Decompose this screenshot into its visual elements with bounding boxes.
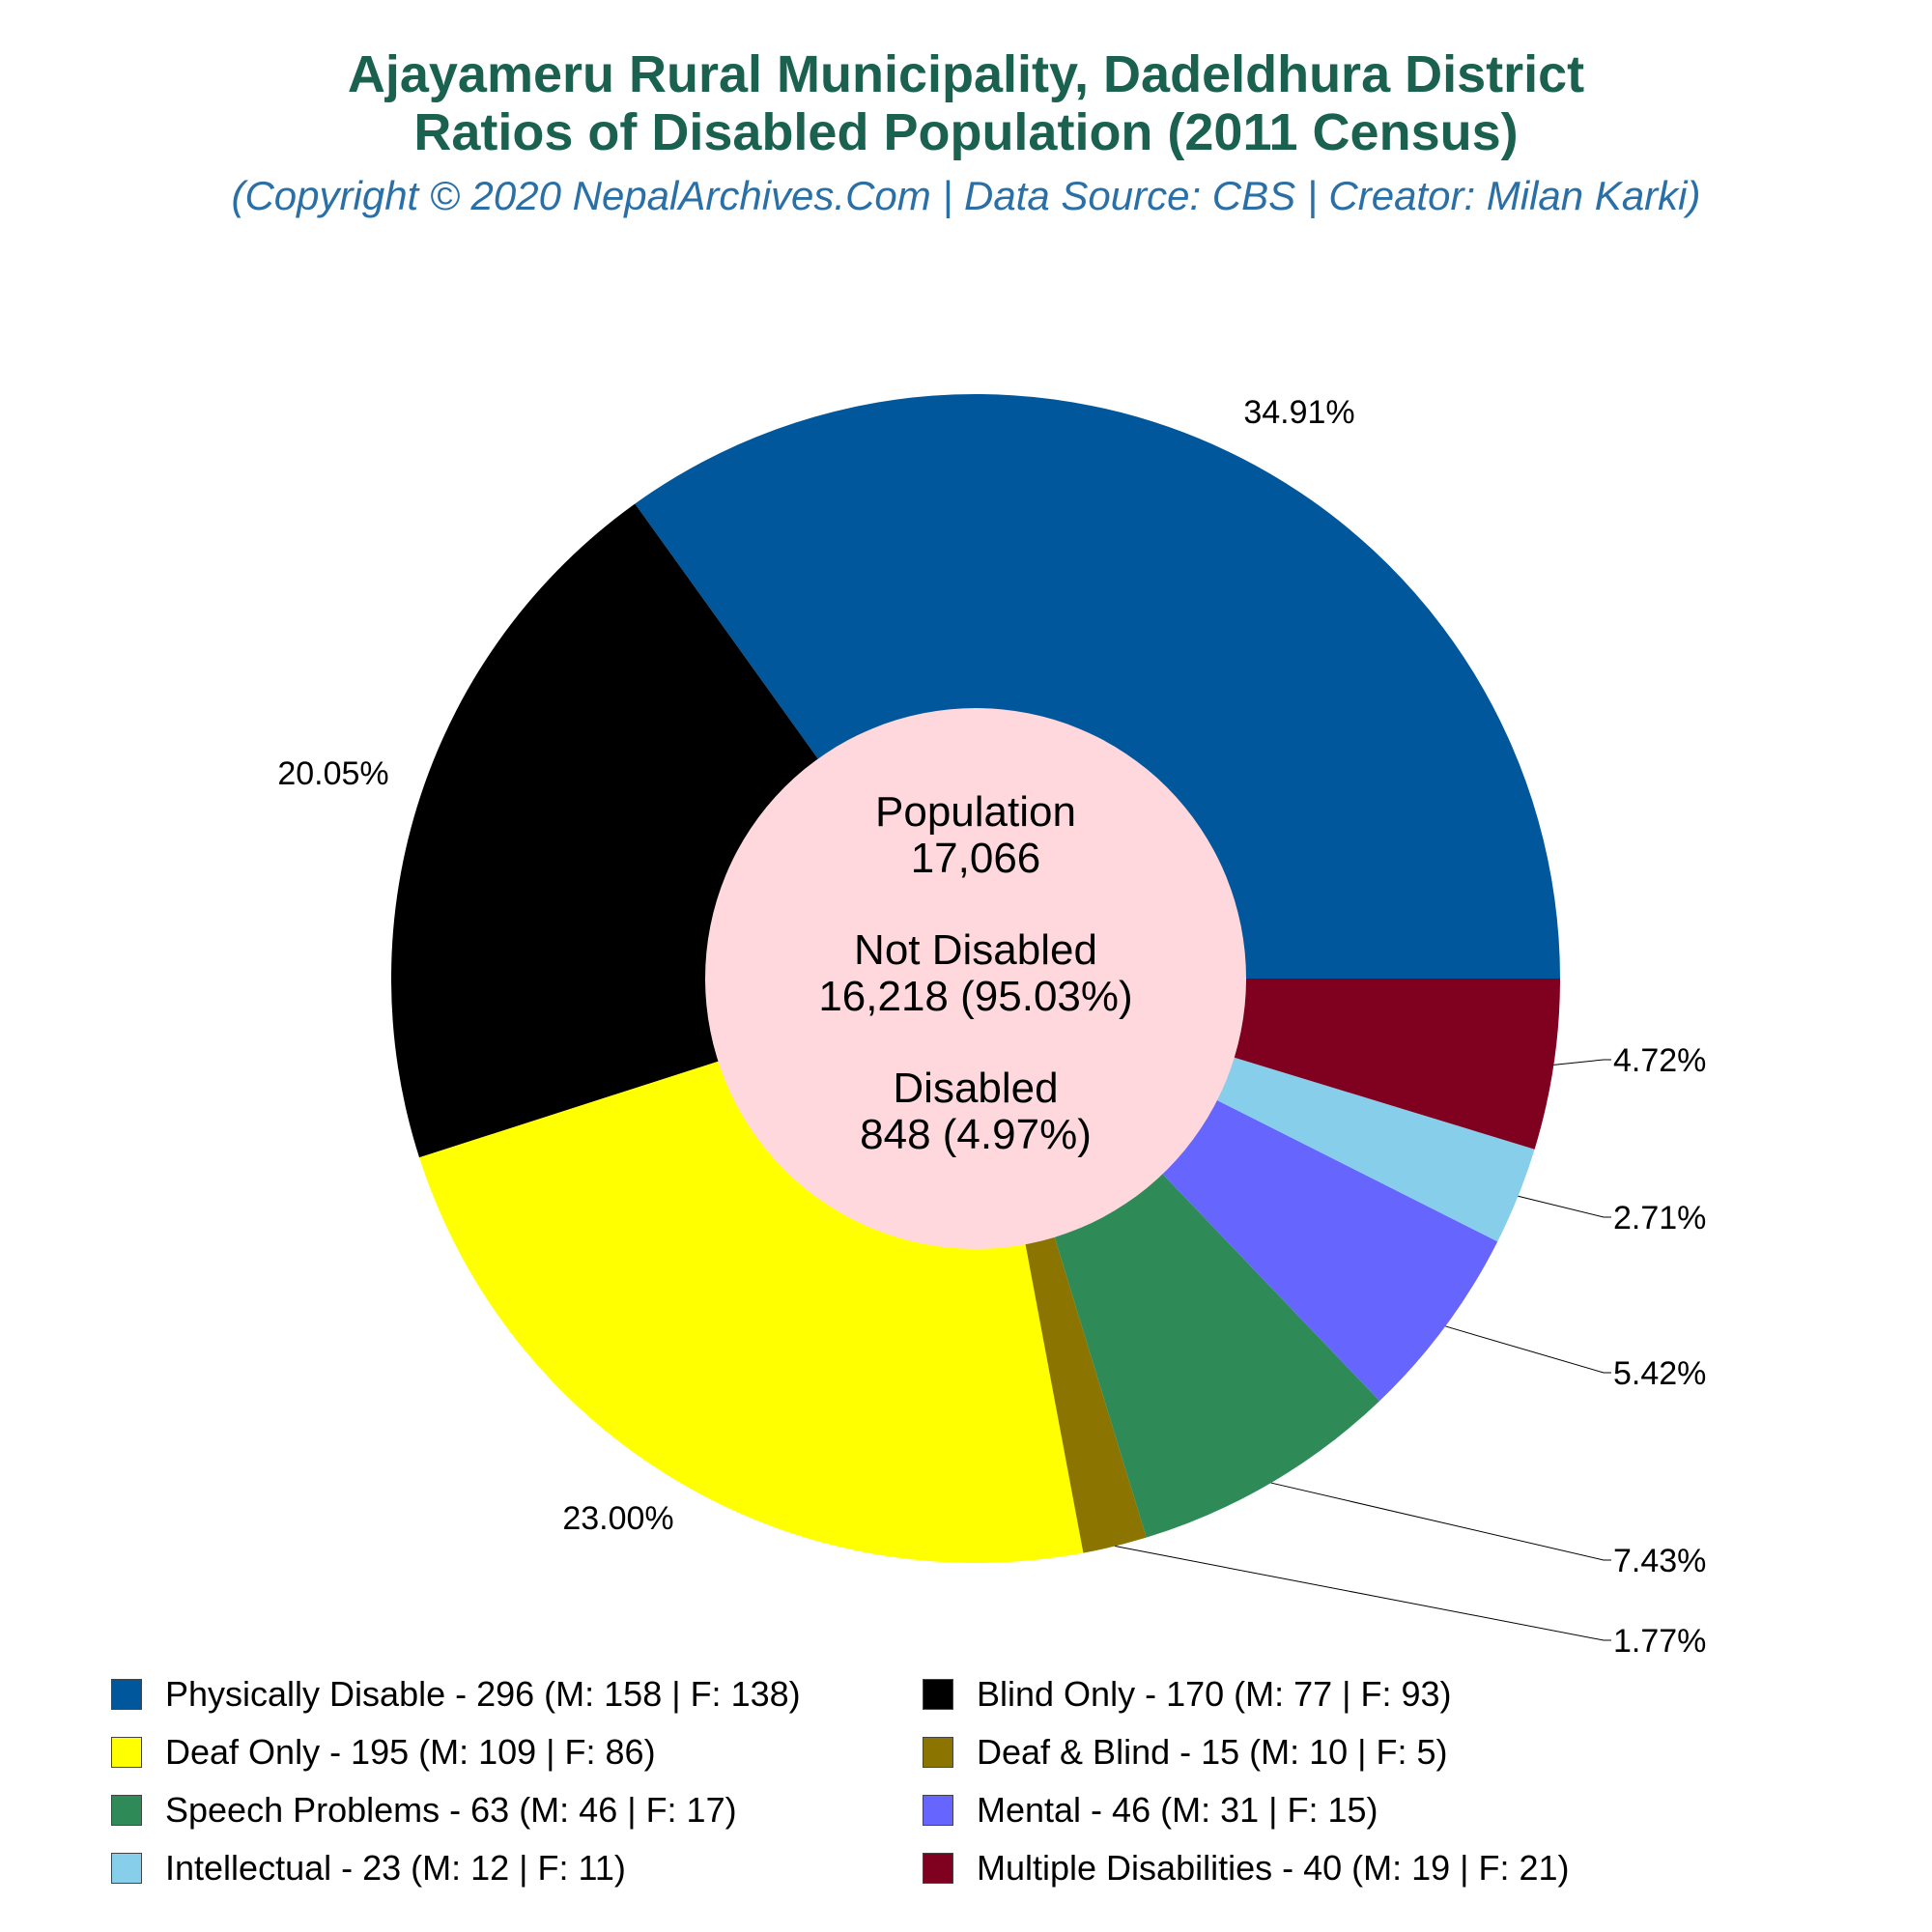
legend-label: Intellectual - 23 (M: 12 | F: 11) (165, 1848, 626, 1888)
leader-line-mental (1445, 1325, 1611, 1374)
legend-item-blind-only: Blind Only - 170 (M: 77 | F: 93) (923, 1671, 1452, 1718)
percent-label-multiple-disabilities: 4.72% (1613, 1042, 1706, 1079)
legend-item-physically-disable: Physically Disable - 296 (M: 158 | F: 13… (111, 1671, 801, 1718)
legend-item-intellectual: Intellectual - 23 (M: 12 | F: 11) (111, 1845, 626, 1891)
disabled-value: 848 (4.97%) (860, 1111, 1092, 1158)
legend-item-speech-problems: Speech Problems - 63 (M: 46 | F: 17) (111, 1787, 737, 1833)
slice-physically-disable (635, 394, 1560, 980)
legend-label: Deaf & Blind - 15 (M: 10 | F: 5) (977, 1732, 1448, 1772)
chart-title-line2: Ratios of Disabled Population (2011 Cens… (413, 103, 1519, 161)
legend-label: Mental - 46 (M: 31 | F: 15) (977, 1790, 1378, 1830)
legend-label: Multiple Disabilities - 40 (M: 19 | F: 2… (977, 1848, 1570, 1888)
not-disabled-label: Not Disabled (854, 926, 1097, 974)
legend-swatch (923, 1795, 953, 1826)
legend-item-deaf-blind: Deaf & Blind - 15 (M: 10 | F: 5) (923, 1729, 1448, 1776)
center-summary: Population 17,066 Not Disabled 16,218 (9… (818, 788, 1132, 1158)
legend-item-multiple-disabilities: Multiple Disabilities - 40 (M: 19 | F: 2… (923, 1845, 1570, 1891)
legend-label: Blind Only - 170 (M: 77 | F: 93) (977, 1674, 1452, 1714)
leader-line-deaf-blind (1115, 1546, 1611, 1641)
legend-swatch (923, 1853, 953, 1884)
legend-label: Physically Disable - 296 (M: 158 | F: 13… (165, 1674, 801, 1714)
percent-label-speech-problems: 7.43% (1613, 1543, 1706, 1579)
percent-label-deaf-blind: 1.77% (1613, 1623, 1706, 1660)
legend-label: Deaf Only - 195 (M: 109 | F: 86) (165, 1732, 656, 1772)
chart-subtitle: (Copyright © 2020 NepalArchives.Com | Da… (231, 173, 1701, 218)
population-label: Population (875, 788, 1076, 836)
leader-line-speech-problems (1270, 1482, 1611, 1561)
label-leader-lines (1115, 1059, 1611, 1641)
chart-title-line1: Ajayameru Rural Municipality, Dadeldhura… (347, 45, 1585, 103)
leader-line-intellectual (1518, 1195, 1611, 1218)
percent-label-intellectual: 2.71% (1613, 1200, 1706, 1236)
percent-label-physically-disable: 34.91% (1243, 394, 1354, 431)
percent-label-mental: 5.42% (1613, 1355, 1706, 1392)
legend-swatch (923, 1737, 953, 1768)
legend-swatch (111, 1795, 142, 1826)
leader-line-multiple-disabilities (1553, 1059, 1611, 1065)
percent-labels: 34.91% 20.05% 23.00% 1.77% 7.43% 5.42% 2.71% 4.… (277, 394, 1706, 1660)
legend-label: Speech Problems - 63 (M: 46 | F: 17) (165, 1790, 737, 1830)
percent-label-deaf-only: 23.00% (562, 1500, 673, 1537)
population-value: 17,066 (911, 835, 1041, 882)
legend-swatch (923, 1679, 953, 1710)
disabled-label: Disabled (893, 1065, 1058, 1112)
legend-item-deaf-only: Deaf Only - 195 (M: 109 | F: 86) (111, 1729, 656, 1776)
percent-label-blind-only: 20.05% (277, 755, 388, 792)
legend-swatch (111, 1737, 142, 1768)
not-disabled-value: 16,218 (95.03%) (818, 973, 1132, 1020)
legend-swatch (111, 1853, 142, 1884)
legend-swatch (111, 1679, 142, 1710)
legend-item-mental: Mental - 46 (M: 31 | F: 15) (923, 1787, 1378, 1833)
center-disc (705, 708, 1246, 1249)
